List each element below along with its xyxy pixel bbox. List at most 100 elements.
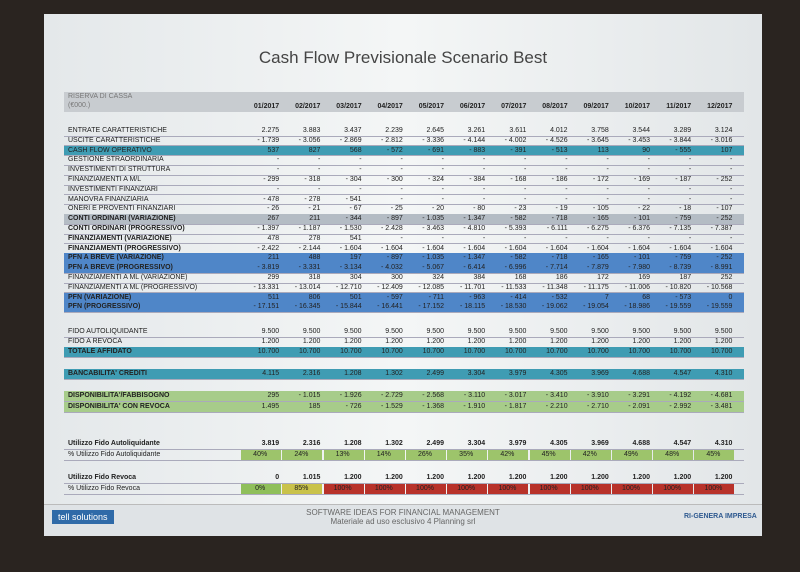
- cell: - 963: [469, 293, 486, 301]
- cell: -: [565, 195, 568, 203]
- cell: 1.200: [714, 474, 733, 481]
- row-label: CONTI ORDINARI (PROGRESSIVO): [68, 225, 185, 232]
- cell: 1.200: [550, 338, 568, 345]
- cell: -: [482, 195, 486, 203]
- cell: - 6.111: [546, 225, 568, 232]
- cell: - 11.348: [542, 283, 568, 291]
- cell: - 15.844: [335, 303, 362, 311]
- pct-cell: [282, 484, 323, 494]
- cell: - 4.526: [545, 136, 568, 144]
- cell: - 1.817: [504, 403, 527, 410]
- cell: - 318: [304, 176, 321, 183]
- cell: - 19.062: [541, 303, 568, 311]
- cell: - 2.812: [381, 136, 403, 144]
- cell: 169: [638, 274, 650, 281]
- cell: - 4.144: [463, 136, 486, 144]
- cell: - 391: [510, 146, 527, 154]
- cell: 478: [267, 234, 280, 242]
- cell: - 1.604: [669, 244, 692, 252]
- pct-cell: [447, 450, 488, 460]
- cell: 1.200: [673, 338, 692, 345]
- cell: - 1.604: [339, 244, 362, 252]
- cell: -: [482, 234, 486, 242]
- row-rule: [64, 282, 744, 284]
- cell: 100%: [704, 485, 723, 492]
- cell: 2.275: [261, 127, 280, 134]
- row-label: FINANZIAMENTI (VARIAZIONE): [68, 234, 172, 242]
- cell: - 1.926: [339, 392, 362, 399]
- cell: 568: [349, 146, 362, 154]
- cell: 2.316: [302, 440, 321, 447]
- cell: 1.200: [550, 474, 568, 481]
- row-label: ENTRATE CARATTERISTICHE: [68, 127, 167, 134]
- title: Cash Flow Previsionale Scenario Best: [258, 48, 548, 67]
- cell: 10.700: [546, 348, 568, 355]
- cell: - 718: [551, 215, 568, 223]
- cell: 1.015: [302, 474, 321, 481]
- cell: 0: [728, 293, 733, 301]
- cell: - 4.810: [463, 225, 486, 232]
- cell: 1.208: [344, 370, 362, 377]
- cell: - 1.347: [463, 215, 486, 223]
- cell: - 7.714: [545, 264, 568, 272]
- cell: -: [359, 156, 362, 164]
- pct-cell: [241, 450, 282, 460]
- cell: 9.500: [385, 328, 403, 335]
- cell: 40%: [253, 451, 268, 458]
- cell: -: [730, 166, 733, 174]
- pct-cell: [364, 484, 405, 494]
- cell: - 11.701: [460, 283, 486, 291]
- cell: -: [688, 195, 692, 203]
- row-rule: [64, 411, 744, 413]
- cell: - 478: [263, 195, 280, 203]
- cell: -: [318, 156, 321, 164]
- pct-cell: [694, 484, 735, 494]
- cell: -: [606, 156, 609, 164]
- cell: 3.437: [344, 127, 362, 134]
- cell: - 21: [308, 205, 321, 213]
- cell: 299: [267, 274, 280, 281]
- cell: - 17.151: [253, 303, 280, 311]
- cell: - 513: [551, 146, 568, 154]
- cell: 7: [604, 293, 609, 301]
- cell: -: [565, 234, 568, 242]
- cell: - 11.175: [583, 283, 609, 291]
- cell: -: [441, 185, 444, 193]
- cell: - 3.453: [628, 136, 650, 144]
- cell: - 897: [386, 254, 403, 262]
- cell: - 3.463: [422, 225, 444, 232]
- cell: - 7.879: [587, 264, 609, 272]
- cell: 1.200: [467, 474, 486, 481]
- cell: - 26: [267, 205, 280, 213]
- cell: -: [524, 234, 527, 242]
- cell: - 6.376: [628, 225, 650, 232]
- cell: - 1.604: [504, 244, 527, 252]
- cell: - 22: [637, 205, 650, 213]
- pct-cell: [612, 484, 652, 494]
- cell: 488: [308, 254, 321, 262]
- row-label: GESTIONE STRAORDINARIA: [68, 156, 164, 164]
- cell: -: [359, 166, 362, 174]
- cell: - 18.115: [460, 303, 486, 311]
- right-logo: RI-GENERA IMPRESA: [684, 513, 757, 520]
- cell: -: [400, 166, 403, 174]
- row-band: [64, 253, 744, 264]
- cell: 14%: [376, 451, 391, 458]
- row-label: FIDO AUTOLIQUIDANTE: [68, 328, 148, 335]
- cell: - 759: [675, 254, 692, 262]
- cell: 24%: [294, 451, 309, 458]
- cell: - 11.006: [624, 283, 650, 291]
- cell: - 7.135: [669, 225, 692, 232]
- cell: -: [400, 195, 403, 203]
- cell: - 168: [510, 176, 527, 183]
- cell: 211: [268, 254, 280, 262]
- cell: -: [441, 195, 444, 203]
- cell: 3.124: [714, 127, 733, 134]
- cell: 3.758: [591, 127, 609, 134]
- cell: - 6.414: [463, 264, 486, 272]
- row-label: CASH FLOW OPERATIVO: [68, 146, 152, 154]
- cell: - 8.991: [710, 264, 733, 272]
- cell: 3.883: [302, 127, 321, 134]
- pct-cell: [653, 484, 694, 494]
- cell: - 18: [679, 205, 692, 213]
